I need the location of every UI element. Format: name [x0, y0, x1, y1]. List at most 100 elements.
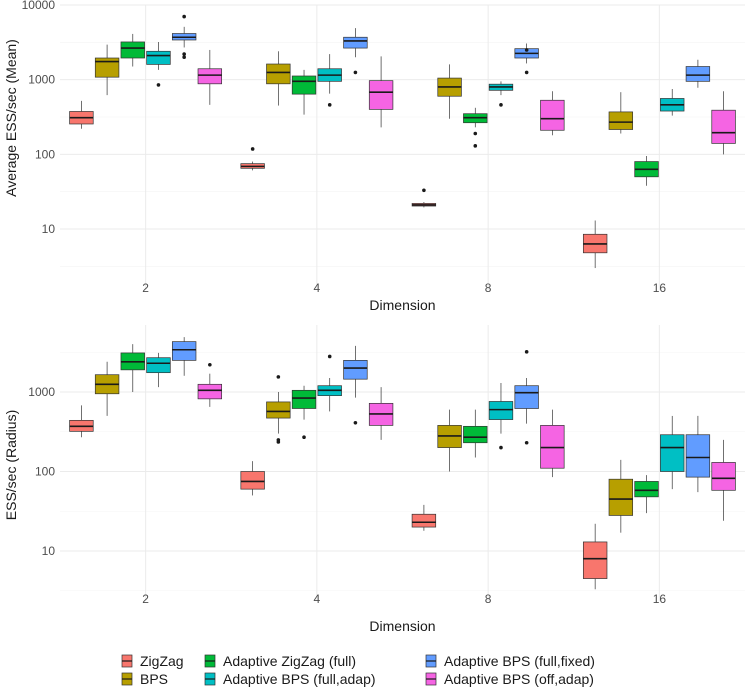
- box-3-0: [582, 220, 608, 269]
- y-tick-label: 1000: [28, 73, 55, 87]
- box-3-1: [608, 92, 634, 134]
- box-1-1: [266, 51, 291, 106]
- legend-label: ZigZag: [140, 653, 184, 669]
- box-2-4: [514, 43, 539, 75]
- legend-item: Adaptive ZigZag (full): [204, 653, 356, 669]
- iqr-box: [171, 341, 197, 361]
- iqr-box: [514, 385, 539, 409]
- outlier-point: [353, 70, 358, 75]
- outlier-point: [422, 188, 426, 193]
- iqr-box: [94, 57, 120, 78]
- box-3-5: [711, 91, 736, 155]
- box-2-1: [437, 409, 462, 472]
- iqr-box: [660, 434, 685, 472]
- outlier-point: [524, 70, 529, 75]
- outlier-point: [524, 440, 529, 445]
- box-1-3: [317, 54, 342, 107]
- box-3-4: [685, 415, 711, 493]
- outlier-point: [182, 14, 186, 19]
- y-tick-label: 1000: [28, 385, 55, 399]
- box-0-3: [146, 41, 171, 87]
- x-tick-label: 4: [314, 592, 321, 606]
- box-2-3: [488, 81, 514, 107]
- iqr-box: [711, 462, 736, 491]
- y-axis-title: ESS/sec (Radius): [3, 410, 19, 520]
- top-panel: 10 100 1000 10000 2 4 8 16 Dimension Average ESS/…: [3, 0, 745, 313]
- outlier-point: [327, 103, 332, 107]
- box-3-3: [660, 88, 685, 116]
- legend-label: BPS: [140, 671, 168, 687]
- bottom-panel: 10 100 1000 2 4 8 16 Dimension ESS/sec (Radius): [3, 325, 745, 634]
- iqr-box: [197, 383, 223, 400]
- outlier-point: [182, 55, 186, 59]
- box-2-1: [437, 64, 462, 119]
- legend-label: Adaptive BPS (off,adap): [444, 671, 594, 687]
- legend-item: Adaptive BPS (full,adap): [204, 671, 376, 687]
- legend-label: Adaptive BPS (full,adap): [223, 671, 376, 687]
- box-3-5: [711, 439, 736, 521]
- legend-item: BPS: [121, 671, 168, 687]
- box-0-1: [94, 361, 120, 416]
- legend-label: Adaptive ZigZag (full): [223, 653, 356, 669]
- iqr-box: [411, 513, 437, 528]
- outlier-point: [327, 354, 332, 359]
- iqr-box: [240, 471, 265, 490]
- iqr-box: [197, 68, 223, 85]
- outlier-point: [473, 131, 478, 136]
- iqr-box: [266, 63, 291, 85]
- box-2-0: [411, 504, 437, 531]
- iqr-box: [343, 36, 368, 49]
- x-axis-title: Dimension: [369, 297, 435, 313]
- legend-label: Adaptive BPS (full,fixed): [444, 653, 595, 669]
- y-axis-title: Average ESS/sec (Mean): [3, 39, 19, 197]
- box-0-0: [69, 405, 94, 438]
- box-0-2: [120, 344, 145, 392]
- iqr-box: [488, 401, 514, 420]
- box-0-5: [197, 362, 223, 407]
- iqr-box: [582, 541, 608, 579]
- box-2-0: [411, 188, 437, 208]
- box-2-2: [463, 107, 488, 148]
- iqr-box: [540, 99, 565, 131]
- box-0-5: [197, 49, 223, 105]
- x-tick-label: 4: [314, 281, 321, 295]
- legend-item: Adaptive BPS (full,fixed): [425, 653, 595, 669]
- x-tick-label: 16: [653, 281, 667, 295]
- box-3-4: [685, 59, 711, 88]
- iqr-box: [291, 75, 317, 95]
- iqr-box: [368, 80, 394, 110]
- box-3-2: [634, 475, 659, 514]
- box-0-4: [171, 337, 197, 376]
- outlier-point: [524, 350, 529, 354]
- outlier-point: [353, 420, 358, 425]
- outlier-point: [208, 362, 212, 367]
- box-0-2: [120, 33, 145, 67]
- iqr-box: [608, 478, 634, 516]
- box-3-0: [582, 523, 608, 590]
- iqr-box: [608, 111, 634, 130]
- y-tick-label: 10000: [22, 0, 56, 12]
- box-2-5: [540, 91, 565, 136]
- box-3-1: [608, 459, 634, 533]
- box-1-5: [368, 387, 394, 440]
- box-0-1: [94, 44, 120, 96]
- box-3-2: [634, 155, 659, 186]
- box-1-4: [343, 345, 368, 425]
- x-tick-label: 8: [485, 592, 492, 606]
- box-3-3: [660, 415, 685, 490]
- iqr-box: [343, 360, 368, 380]
- legend-item: Adaptive BPS (off,adap): [425, 671, 594, 687]
- x-axis-title: Dimension: [369, 618, 435, 634]
- box-1-3: [317, 354, 342, 412]
- box-1-0: [240, 147, 265, 171]
- outlier-point: [250, 147, 255, 151]
- box-2-4: [514, 350, 539, 445]
- outlier-point: [499, 103, 503, 107]
- box-1-5: [368, 56, 394, 128]
- iqr-box: [463, 425, 488, 444]
- outlier-point: [473, 144, 478, 148]
- iqr-box: [685, 66, 711, 82]
- box-1-2: [291, 385, 317, 440]
- outlier-point: [276, 375, 281, 379]
